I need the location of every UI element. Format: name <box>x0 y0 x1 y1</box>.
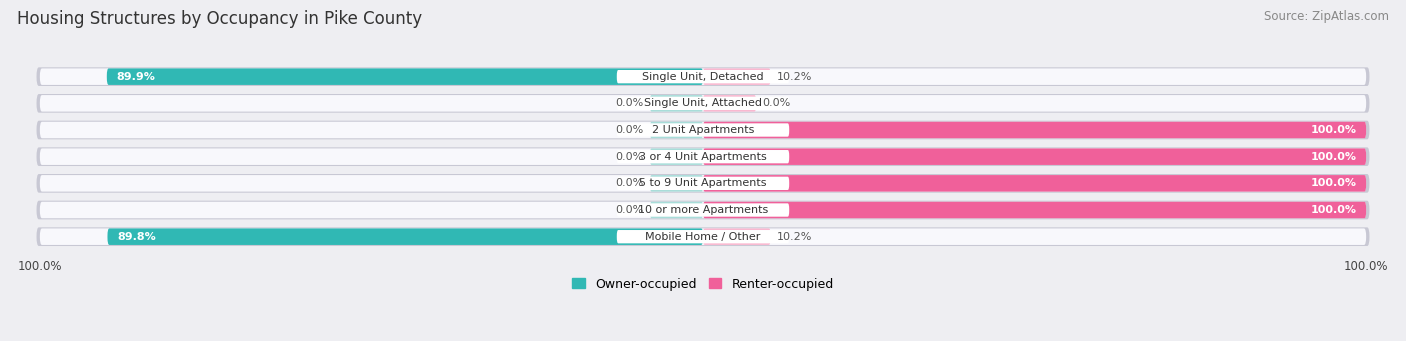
FancyBboxPatch shape <box>703 148 1367 165</box>
Text: 5 to 9 Unit Apartments: 5 to 9 Unit Apartments <box>640 178 766 188</box>
Text: 100.0%: 100.0% <box>1310 205 1357 215</box>
Text: 10.2%: 10.2% <box>778 232 813 242</box>
FancyBboxPatch shape <box>703 228 770 245</box>
Text: 0.0%: 0.0% <box>614 152 644 162</box>
FancyBboxPatch shape <box>617 150 789 163</box>
Text: Single Unit, Detached: Single Unit, Detached <box>643 72 763 81</box>
Text: 0.0%: 0.0% <box>614 125 644 135</box>
Text: Source: ZipAtlas.com: Source: ZipAtlas.com <box>1264 10 1389 23</box>
FancyBboxPatch shape <box>650 175 703 192</box>
FancyBboxPatch shape <box>39 228 1367 245</box>
Text: 0.0%: 0.0% <box>614 98 644 108</box>
Text: 10.2%: 10.2% <box>778 72 813 81</box>
Text: Single Unit, Attached: Single Unit, Attached <box>644 98 762 108</box>
Text: 89.8%: 89.8% <box>118 232 156 242</box>
FancyBboxPatch shape <box>37 67 1369 86</box>
Text: 100.0%: 100.0% <box>1310 152 1357 162</box>
FancyBboxPatch shape <box>703 202 1367 218</box>
Legend: Owner-occupied, Renter-occupied: Owner-occupied, Renter-occupied <box>572 278 834 291</box>
FancyBboxPatch shape <box>39 69 1367 85</box>
FancyBboxPatch shape <box>37 94 1369 113</box>
FancyBboxPatch shape <box>650 95 703 112</box>
Text: 2 Unit Apartments: 2 Unit Apartments <box>652 125 754 135</box>
FancyBboxPatch shape <box>650 148 703 165</box>
FancyBboxPatch shape <box>39 122 1367 138</box>
FancyBboxPatch shape <box>703 95 756 112</box>
FancyBboxPatch shape <box>37 121 1369 139</box>
FancyBboxPatch shape <box>617 97 789 110</box>
FancyBboxPatch shape <box>617 203 789 217</box>
Text: Housing Structures by Occupancy in Pike County: Housing Structures by Occupancy in Pike … <box>17 10 422 28</box>
Text: Mobile Home / Other: Mobile Home / Other <box>645 232 761 242</box>
Text: 100.0%: 100.0% <box>1310 178 1357 188</box>
FancyBboxPatch shape <box>37 174 1369 193</box>
FancyBboxPatch shape <box>617 230 789 243</box>
FancyBboxPatch shape <box>703 122 1367 138</box>
FancyBboxPatch shape <box>650 122 703 138</box>
FancyBboxPatch shape <box>703 69 770 85</box>
FancyBboxPatch shape <box>650 202 703 218</box>
Text: 100.0%: 100.0% <box>1310 125 1357 135</box>
FancyBboxPatch shape <box>703 175 1367 192</box>
Text: 10 or more Apartments: 10 or more Apartments <box>638 205 768 215</box>
FancyBboxPatch shape <box>39 95 1367 112</box>
FancyBboxPatch shape <box>107 69 703 85</box>
FancyBboxPatch shape <box>37 147 1369 166</box>
FancyBboxPatch shape <box>617 123 789 137</box>
Text: 3 or 4 Unit Apartments: 3 or 4 Unit Apartments <box>640 152 766 162</box>
FancyBboxPatch shape <box>37 227 1369 246</box>
Text: 0.0%: 0.0% <box>762 98 792 108</box>
FancyBboxPatch shape <box>107 228 703 245</box>
FancyBboxPatch shape <box>39 148 1367 165</box>
FancyBboxPatch shape <box>39 202 1367 218</box>
FancyBboxPatch shape <box>37 201 1369 219</box>
FancyBboxPatch shape <box>39 175 1367 192</box>
Text: 0.0%: 0.0% <box>614 178 644 188</box>
FancyBboxPatch shape <box>617 70 789 83</box>
Text: 0.0%: 0.0% <box>614 205 644 215</box>
FancyBboxPatch shape <box>617 177 789 190</box>
Text: 89.9%: 89.9% <box>117 72 156 81</box>
